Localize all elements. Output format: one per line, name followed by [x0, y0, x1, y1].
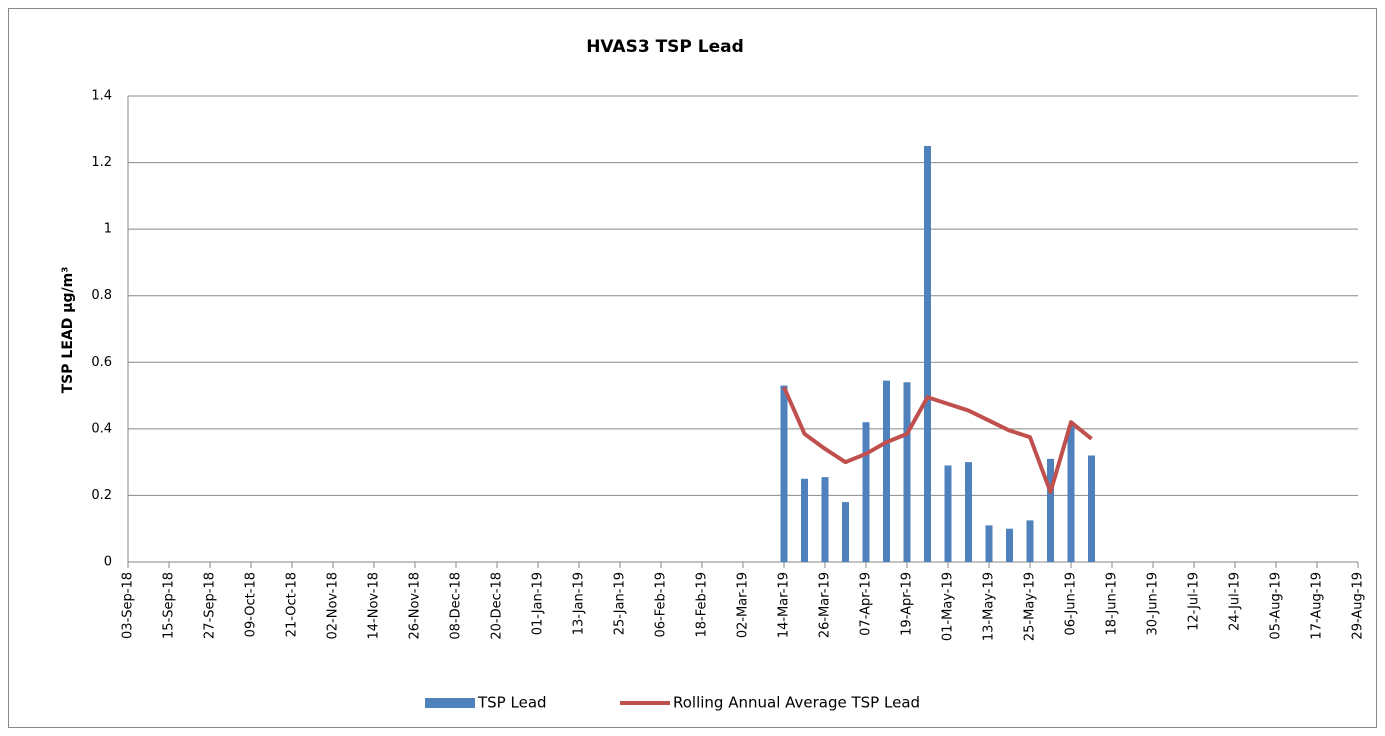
x-tick-label: 07-Apr-19	[859, 572, 874, 636]
x-tick-label: 25-May-19	[1023, 572, 1038, 641]
bar	[924, 145, 931, 562]
y-tick-label: 0.4	[91, 421, 112, 436]
bar	[821, 477, 829, 562]
x-tick-label: 09-Oct-18	[244, 572, 259, 637]
x-tick-label: 27-Sep-18	[203, 572, 218, 639]
x-tick-label: 25-Jan-19	[613, 572, 628, 635]
x-tick-label: 01-Jan-19	[531, 572, 546, 635]
x-tick-label: 30-Jun-19	[1146, 572, 1161, 636]
y-tick-label: 0.2	[91, 488, 112, 503]
x-tick-label: 13-May-19	[982, 572, 997, 641]
x-tick-label: 24-Jul-19	[1228, 572, 1243, 631]
bar	[862, 422, 870, 562]
x-tick-label: 03-Sep-18	[121, 572, 136, 639]
x-tick-label: 26-Mar-19	[818, 572, 833, 638]
bar	[1047, 458, 1054, 562]
legend-swatch	[425, 698, 475, 708]
x-tick-label: 20-Dec-18	[490, 572, 505, 640]
y-tick-label: 0.6	[91, 355, 112, 370]
x-tick-label: 08-Dec-18	[449, 572, 464, 640]
bar	[903, 382, 911, 562]
x-tick-label: 02-Nov-18	[326, 572, 341, 640]
bar	[965, 462, 972, 562]
x-tick-label: 18-Feb-19	[695, 572, 710, 637]
bar	[1088, 455, 1095, 562]
x-tick-label: 15-Sep-18	[162, 572, 177, 639]
bar	[780, 385, 788, 562]
x-tick-label: 29-Aug-19	[1351, 572, 1366, 640]
x-tick-label: 05-Aug-19	[1269, 572, 1284, 640]
y-tick-label: 1	[104, 222, 112, 237]
x-tick-label: 21-Oct-18	[285, 572, 300, 637]
x-tick-label: 14-Nov-18	[367, 572, 382, 640]
x-tick-label: 06-Jun-19	[1064, 572, 1079, 636]
y-tick-label: 1.2	[91, 155, 112, 170]
x-tick-label: 06-Feb-19	[654, 572, 669, 637]
y-axis-label: TSP LEAD µg/m³	[60, 267, 76, 394]
y-tick-label: 1.4	[91, 89, 112, 104]
x-tick-label: 14-Mar-19	[777, 572, 792, 638]
x-tick-label: 19-Apr-19	[900, 572, 915, 636]
chart-title: HVAS3 TSP Lead	[586, 37, 744, 57]
x-tick-label: 02-Mar-19	[736, 572, 751, 638]
bar	[944, 465, 952, 562]
x-tick-label: 26-Nov-18	[408, 572, 423, 640]
line-series	[782, 386, 1093, 495]
bar	[801, 478, 808, 562]
bar	[985, 525, 993, 562]
x-tick-label: 01-May-19	[941, 572, 956, 641]
bar	[1067, 425, 1075, 562]
legend-label: Rolling Annual Average TSP Lead	[673, 694, 920, 712]
legend-label: TSP Lead	[477, 694, 547, 712]
y-tick-label: 0	[104, 555, 112, 570]
y-tick-label: 0.8	[91, 288, 112, 303]
chart-border	[8, 8, 1377, 728]
x-tick-label: 13-Jan-19	[572, 572, 587, 635]
bar	[842, 502, 849, 562]
bar	[1026, 520, 1034, 562]
bar	[1006, 528, 1013, 562]
x-tick-label: 12-Jul-19	[1187, 572, 1202, 631]
x-tick-label: 17-Aug-19	[1310, 572, 1325, 640]
x-tick-label: 18-Jun-19	[1105, 572, 1120, 636]
bar	[883, 380, 890, 562]
